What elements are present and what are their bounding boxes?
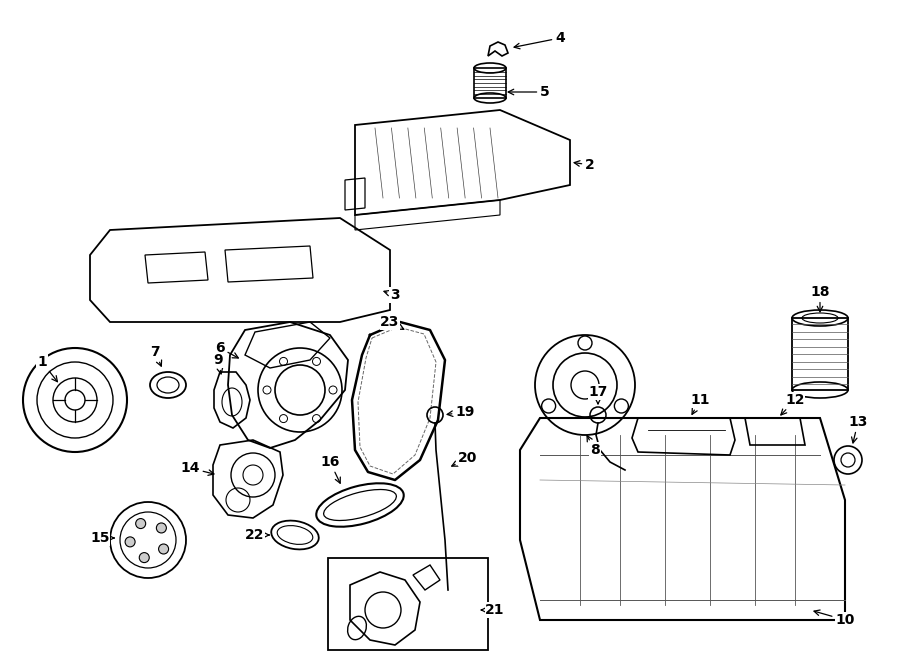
Circle shape bbox=[125, 537, 135, 547]
Text: 10: 10 bbox=[814, 610, 855, 627]
Text: 5: 5 bbox=[508, 85, 550, 99]
Text: 8: 8 bbox=[587, 436, 600, 457]
Circle shape bbox=[136, 518, 146, 528]
Text: 1: 1 bbox=[37, 355, 58, 382]
Text: 7: 7 bbox=[150, 345, 162, 366]
Text: 2: 2 bbox=[574, 158, 595, 172]
Text: 15: 15 bbox=[90, 531, 114, 545]
Circle shape bbox=[158, 544, 168, 554]
Text: 22: 22 bbox=[246, 528, 269, 542]
Circle shape bbox=[542, 399, 555, 413]
Circle shape bbox=[157, 523, 166, 533]
Circle shape bbox=[140, 553, 149, 563]
Text: 12: 12 bbox=[781, 393, 805, 415]
Text: 20: 20 bbox=[452, 451, 478, 466]
Text: 21: 21 bbox=[482, 603, 505, 617]
Text: 19: 19 bbox=[447, 405, 474, 419]
Text: 4: 4 bbox=[514, 31, 565, 49]
Text: 11: 11 bbox=[690, 393, 710, 414]
Text: 23: 23 bbox=[381, 315, 404, 330]
Text: 17: 17 bbox=[589, 385, 608, 404]
Circle shape bbox=[615, 399, 628, 413]
Text: 18: 18 bbox=[810, 285, 830, 312]
Text: 16: 16 bbox=[320, 455, 340, 483]
Text: 3: 3 bbox=[384, 288, 400, 302]
Text: 14: 14 bbox=[180, 461, 214, 475]
Text: 13: 13 bbox=[849, 415, 868, 443]
Circle shape bbox=[578, 336, 592, 350]
Text: 6: 6 bbox=[215, 341, 238, 358]
Text: 9: 9 bbox=[213, 353, 223, 374]
